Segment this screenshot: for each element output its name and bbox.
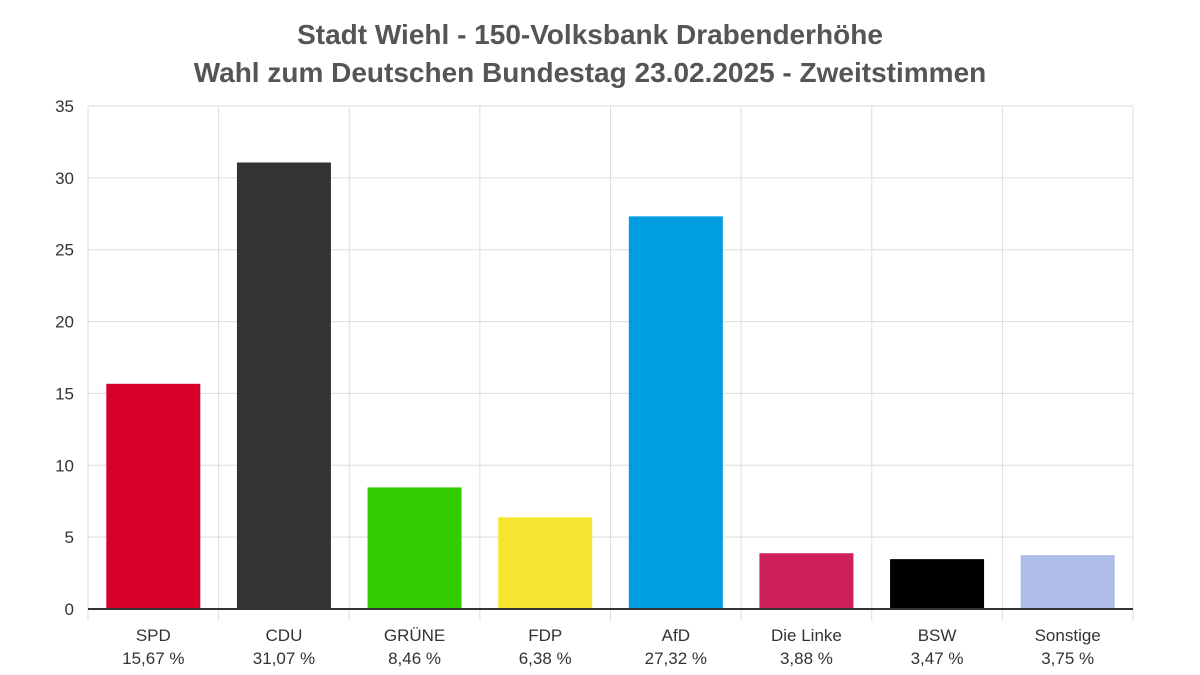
bar-cdu <box>236 162 331 609</box>
bar-die-linke <box>759 553 854 609</box>
bar-afd <box>628 216 723 610</box>
bar-spd <box>106 383 201 609</box>
category-label: FDP <box>528 626 562 645</box>
y-tick-label: 15 <box>55 384 74 403</box>
category-label: CDU <box>266 626 303 645</box>
bar-grüne <box>367 487 462 609</box>
chart-subtitle: Wahl zum Deutschen Bundestag 23.02.2025 … <box>194 57 987 88</box>
bar-fdp <box>498 517 593 609</box>
y-tick-label: 20 <box>55 313 74 332</box>
chart-title: Stadt Wiehl - 150-Volksbank Drabenderhöh… <box>297 19 883 50</box>
value-label: 3,75 % <box>1041 649 1094 668</box>
category-label: Die Linke <box>771 626 842 645</box>
y-tick-label: 0 <box>65 600 74 619</box>
x-axis-labels: SPD 15,67 % CDU 31,07 % GRÜNE 8,46 % FDP 6,38 %… <box>122 626 1101 668</box>
value-label: 3,88 % <box>780 649 833 668</box>
category-label: AfD <box>662 626 690 645</box>
bars <box>106 162 1115 610</box>
value-label: 6,38 % <box>519 649 572 668</box>
category-label: SPD <box>136 626 171 645</box>
value-label: 3,47 % <box>911 649 964 668</box>
bar-bsw <box>890 559 985 609</box>
y-tick-label: 25 <box>55 241 74 260</box>
value-label: 31,07 % <box>253 649 315 668</box>
value-label: 27,32 % <box>645 649 707 668</box>
y-tick-label: 30 <box>55 169 74 188</box>
y-axis-ticks: 0 5 10 15 20 25 30 35 <box>55 97 74 619</box>
category-label: GRÜNE <box>384 626 445 645</box>
y-tick-label: 10 <box>55 456 74 475</box>
value-label: 8,46 % <box>388 649 441 668</box>
bar-sonstige <box>1020 555 1115 609</box>
y-tick-label: 35 <box>55 97 74 116</box>
category-label: BSW <box>918 626 957 645</box>
category-label: Sonstige <box>1035 626 1101 645</box>
value-label: 15,67 % <box>122 649 184 668</box>
y-tick-label: 5 <box>65 528 74 547</box>
